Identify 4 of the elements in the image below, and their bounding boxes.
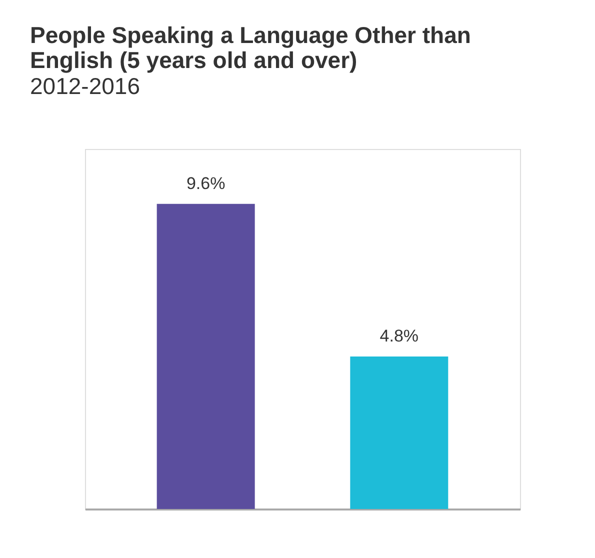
chart-title: People Speaking a Language Other than English (5 years old and over)	[30, 22, 471, 73]
data-label: 9.6%	[186, 174, 226, 193]
chart-subtitle: 2012-2016	[30, 73, 140, 99]
data-label: 4.8%	[380, 326, 419, 346]
